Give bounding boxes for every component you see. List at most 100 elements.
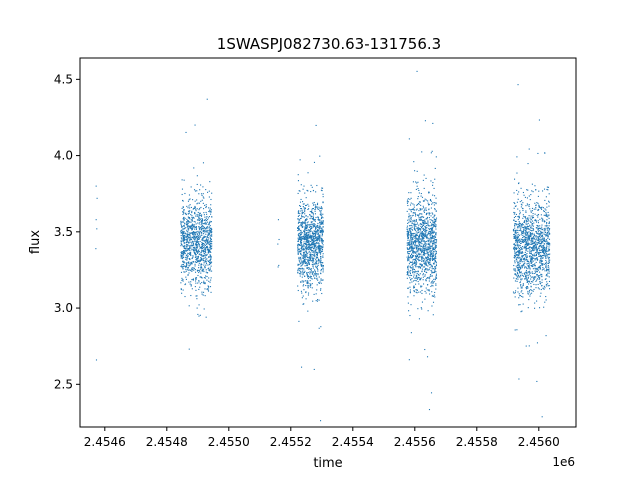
data-point xyxy=(540,283,542,285)
data-point xyxy=(312,218,314,220)
data-point xyxy=(548,221,550,223)
data-point xyxy=(183,242,185,244)
data-point xyxy=(412,229,414,231)
data-point xyxy=(519,212,521,214)
data-point xyxy=(534,219,536,222)
data-point xyxy=(308,276,310,278)
data-point xyxy=(412,259,414,261)
data-point xyxy=(543,243,546,245)
data-point xyxy=(432,252,435,254)
data-point xyxy=(422,232,424,234)
data-point xyxy=(432,258,434,260)
data-point xyxy=(305,262,307,265)
data-point xyxy=(434,278,436,280)
data-point xyxy=(522,296,524,298)
data-point xyxy=(417,256,419,258)
data-point xyxy=(548,231,550,233)
data-point xyxy=(521,231,523,233)
data-point xyxy=(534,255,536,257)
data-point xyxy=(531,261,533,263)
data-point xyxy=(536,300,538,302)
data-point xyxy=(530,262,533,264)
data-point xyxy=(434,231,436,234)
data-point xyxy=(518,222,520,224)
data-point xyxy=(189,253,191,255)
data-point xyxy=(301,268,303,270)
data-point xyxy=(541,232,543,234)
data-point xyxy=(513,254,516,257)
data-point xyxy=(536,274,538,276)
data-point xyxy=(426,259,428,262)
data-point xyxy=(539,250,541,252)
data-point xyxy=(519,238,521,240)
data-point xyxy=(520,187,522,189)
data-point xyxy=(542,237,544,240)
data-point xyxy=(311,254,313,256)
data-point xyxy=(533,257,535,259)
data-point xyxy=(524,273,526,276)
data-point xyxy=(184,247,186,250)
data-point xyxy=(530,259,532,261)
data-point xyxy=(198,232,200,234)
data-point xyxy=(525,232,527,234)
data-point xyxy=(435,197,437,199)
data-point xyxy=(190,186,192,188)
data-point xyxy=(518,265,520,267)
data-point xyxy=(183,246,185,248)
data-point xyxy=(307,190,309,192)
data-point xyxy=(516,276,518,278)
data-point xyxy=(536,232,538,234)
data-point xyxy=(428,290,430,292)
data-point xyxy=(520,284,522,286)
data-point xyxy=(406,234,408,236)
data-point xyxy=(207,260,209,262)
data-point xyxy=(518,245,520,247)
data-point xyxy=(297,192,299,194)
data-point xyxy=(300,281,302,283)
data-point xyxy=(186,258,188,260)
data-point xyxy=(520,240,522,242)
data-point xyxy=(414,255,416,257)
data-point xyxy=(424,245,426,247)
data-point xyxy=(536,250,539,252)
data-point xyxy=(518,233,520,235)
data-point xyxy=(546,235,548,237)
data-point xyxy=(412,266,414,268)
data-point xyxy=(321,292,323,295)
data-point xyxy=(517,266,519,269)
data-point xyxy=(182,206,184,208)
data-point xyxy=(319,261,321,263)
data-point xyxy=(539,241,541,243)
data-point xyxy=(313,201,315,204)
data-point xyxy=(301,255,303,257)
x-axis-offset-label: 1e6 xyxy=(552,455,575,469)
data-point xyxy=(547,235,549,237)
data-point xyxy=(421,243,423,245)
data-point xyxy=(541,246,543,249)
data-point xyxy=(524,266,526,268)
data-point xyxy=(528,265,530,268)
data-point xyxy=(541,241,543,243)
data-point xyxy=(194,237,196,239)
data-point xyxy=(320,263,322,266)
data-point xyxy=(515,231,517,233)
data-point xyxy=(322,193,324,195)
data-point xyxy=(539,242,541,245)
data-point xyxy=(534,245,536,247)
data-point xyxy=(406,277,408,279)
data-point xyxy=(520,252,522,255)
data-point xyxy=(519,229,521,232)
data-point xyxy=(197,257,199,259)
data-point xyxy=(536,227,538,229)
data-point xyxy=(185,254,187,257)
data-point xyxy=(529,239,531,241)
data-point xyxy=(545,254,547,256)
data-point xyxy=(540,254,542,256)
data-point xyxy=(318,299,320,301)
data-point xyxy=(198,269,200,271)
data-point xyxy=(531,242,533,244)
data-point xyxy=(211,232,213,234)
data-point xyxy=(301,226,303,229)
data-point xyxy=(204,295,206,297)
data-point xyxy=(517,240,519,242)
